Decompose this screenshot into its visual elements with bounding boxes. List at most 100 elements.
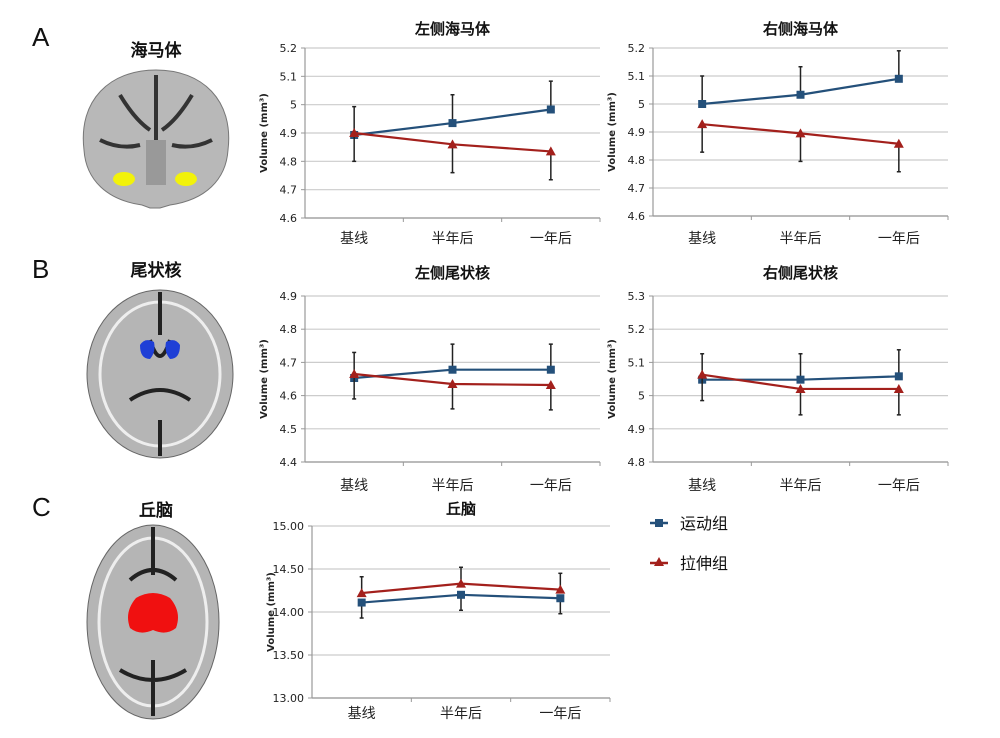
- caudate-left-highlight: [140, 340, 155, 359]
- x-tick-label: 半年后: [780, 478, 822, 494]
- y-axis-label: Volume (mm³): [607, 92, 618, 172]
- y-tick-label: 4.8: [280, 155, 298, 168]
- y-tick-label: 5: [290, 99, 297, 112]
- data-point-square: [546, 105, 555, 114]
- x-tick-label: 半年后: [432, 478, 474, 494]
- y-tick-label: 4.6: [280, 390, 298, 403]
- data-point-triangle: [893, 383, 904, 393]
- y-tick-label: 4.5: [280, 423, 298, 436]
- data-point-triangle: [447, 139, 458, 149]
- brain-title-caudate: 尾状核: [130, 261, 182, 281]
- y-tick-label: 4.9: [280, 290, 298, 303]
- y-tick-label: 5.1: [628, 70, 646, 83]
- data-point-triangle: [447, 378, 458, 388]
- y-axis-label: Volume (mm³): [259, 339, 270, 419]
- y-tick-label: 5: [638, 98, 645, 111]
- data-point-square: [698, 100, 707, 108]
- y-tick-label: 4.4: [280, 456, 298, 469]
- data-point-triangle: [349, 128, 360, 137]
- chart-0: 左侧海马体 4.6 4.7 4.8 4.9 5 5.1 5.2 基线 半年后 一年后 Volume (…: [259, 20, 601, 247]
- y-tick-label: 4.9: [628, 423, 646, 436]
- y-tick-label: 4.8: [280, 323, 298, 336]
- data-point-triangle: [356, 588, 367, 598]
- y-tick-label: 5.2: [628, 42, 646, 55]
- y-tick-label: 5.2: [280, 42, 298, 55]
- data-point-triangle: [795, 128, 806, 138]
- caudate-right-highlight: [165, 340, 180, 359]
- y-tick-label: 14.50: [273, 563, 305, 576]
- hippocampus-left-highlight: [113, 172, 135, 186]
- data-point-triangle: [349, 369, 360, 379]
- y-axis-label: Volume (mm³): [266, 572, 277, 652]
- panel-label-b: B: [32, 254, 50, 284]
- brain-image-coronal: [82, 69, 230, 209]
- y-tick-label: 5.1: [628, 356, 646, 369]
- data-point-triangle: [697, 119, 708, 129]
- chart-title: 右侧尾状核: [763, 264, 838, 282]
- data-point-square: [457, 590, 465, 599]
- y-tick-label: 4.6: [628, 210, 646, 223]
- chart-4: 丘脑 13.00 13.50 14.00 14.50 15.00 基线 半年后 一年后 Volum…: [266, 500, 611, 722]
- y-tick-label: 14.00: [273, 606, 305, 619]
- x-tick-label: 基线: [688, 230, 716, 247]
- y-tick-label: 13.00: [273, 692, 305, 705]
- x-tick-label: 基线: [340, 230, 368, 247]
- chart-3: 右侧尾状核 4.8 4.9 5 5.1 5.2 5.3 基线 半年后 一年后 Volume (mm³…: [607, 264, 949, 494]
- y-tick-label: 13.50: [273, 649, 305, 662]
- data-point-square: [556, 594, 565, 603]
- x-tick-label: 一年后: [878, 478, 920, 494]
- y-tick-label: 5.1: [280, 70, 298, 83]
- x-tick-label: 一年后: [878, 231, 920, 247]
- hippocampus-right-highlight: [175, 172, 197, 186]
- data-point-square: [357, 598, 366, 607]
- x-tick-label: 基线: [348, 705, 376, 722]
- y-axis-label: Volume (mm³): [259, 93, 270, 173]
- y-axis-label: Volume (mm³): [607, 339, 618, 419]
- brain-title-hippocampus: 海马体: [130, 41, 182, 61]
- y-tick-label: 5.2: [628, 323, 646, 336]
- data-point-square: [546, 365, 555, 374]
- chart-title: 丘脑: [446, 500, 476, 518]
- brain-image-axial-thalamus: [86, 524, 220, 720]
- chart-2: 左侧尾状核 4.4 4.5 4.6 4.7 4.8 4.9 基线 半年后 一年后 Volume (m…: [259, 264, 601, 494]
- y-tick-label: 4.9: [280, 127, 298, 140]
- data-point-square: [448, 119, 457, 128]
- data-point-square: [796, 375, 805, 384]
- y-tick-label: 5: [638, 390, 645, 403]
- panel-label-c: C: [32, 492, 51, 522]
- x-tick-label: 一年后: [530, 478, 572, 494]
- thalamus-highlight: [128, 593, 178, 633]
- brain-title-thalamus: 丘脑: [139, 501, 173, 521]
- legend-label: 拉伸组: [680, 554, 728, 573]
- y-tick-label: 4.7: [280, 356, 298, 369]
- data-point-triangle: [555, 584, 566, 594]
- y-tick-label: 4.7: [628, 182, 646, 195]
- y-tick-label: 4.8: [628, 456, 646, 469]
- chart-1: 右侧海马体 4.6 4.7 4.8 4.9 5 5.1 5.2 基线 半年后 一年后 Volume (…: [607, 20, 949, 247]
- legend-square-marker: [655, 519, 663, 527]
- panel-label-a: A: [32, 22, 50, 52]
- x-tick-label: 半年后: [440, 706, 482, 722]
- data-point-triangle: [893, 138, 904, 148]
- data-point-triangle: [456, 578, 466, 588]
- x-tick-label: 半年后: [432, 231, 474, 247]
- y-tick-label: 4.6: [280, 212, 298, 225]
- x-tick-label: 一年后: [530, 231, 572, 247]
- y-tick-label: 5.3: [628, 290, 646, 303]
- x-tick-label: 半年后: [780, 231, 822, 247]
- data-point-square: [448, 365, 457, 374]
- x-tick-label: 基线: [340, 477, 368, 494]
- y-tick-label: 4.7: [280, 184, 298, 197]
- chart-title: 左侧海马体: [414, 20, 491, 38]
- data-point-square: [894, 74, 903, 83]
- data-point-square: [796, 90, 805, 99]
- data-point-square: [894, 372, 903, 381]
- data-point-triangle: [545, 146, 556, 156]
- y-tick-label: 4.9: [628, 126, 646, 139]
- x-tick-label: 一年后: [539, 706, 581, 722]
- data-point-triangle: [545, 379, 556, 389]
- brain-image-axial-caudate: [86, 289, 234, 459]
